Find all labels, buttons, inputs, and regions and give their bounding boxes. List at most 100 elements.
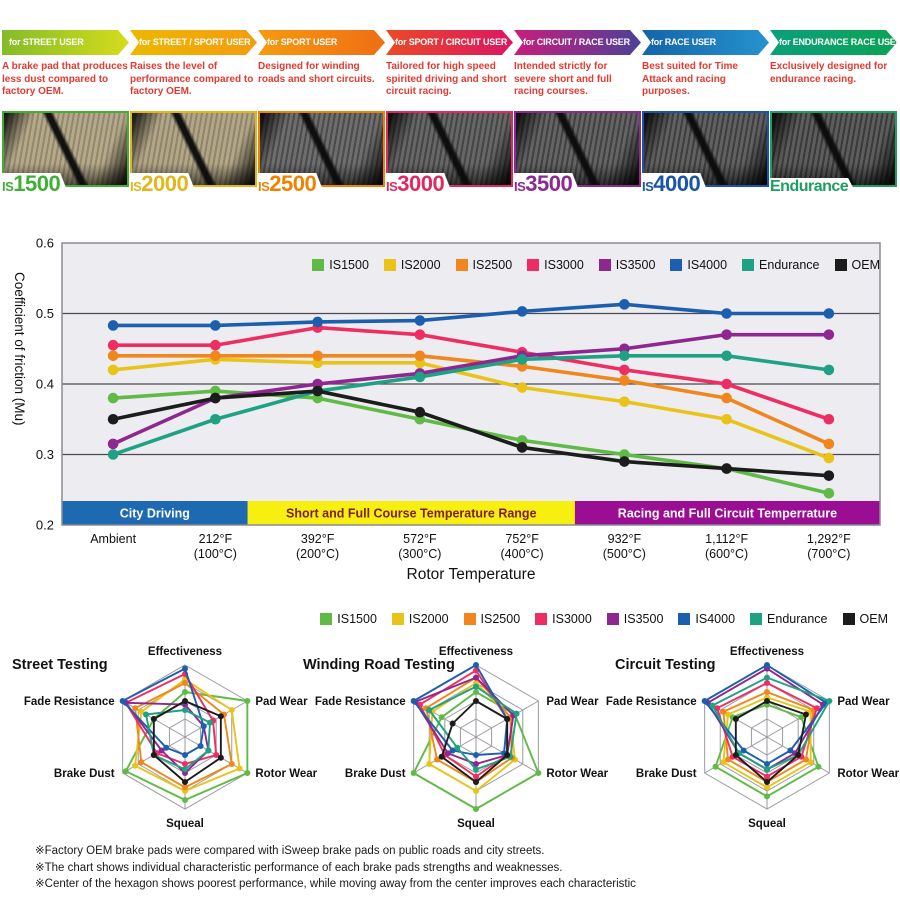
- user-type-arrow: for ENDURANCE RACE USER: [770, 30, 897, 55]
- user-type-label: for STREET / SPORT USER: [139, 37, 251, 47]
- legend-label: IS4000: [687, 258, 728, 272]
- x-axis-ticks: Ambient 212°F (100°C) 392°F (200°C) 572°F (300…: [90, 532, 851, 561]
- data-point-IS3000: [619, 364, 630, 376]
- y-tick-label: 0.2: [36, 518, 54, 533]
- data-point-IS3000: [721, 378, 732, 390]
- data-point-IS2500: [823, 438, 835, 450]
- radar-axis-label: Fade Resistance: [606, 696, 697, 708]
- legend-label: IS2000: [408, 612, 449, 626]
- y-tick-label: 0.5: [36, 306, 54, 321]
- data-point-IS3000: [414, 329, 426, 340]
- series-IS3000: [107, 322, 835, 425]
- legend-label: Endurance: [759, 258, 820, 272]
- band-label: City Driving: [120, 507, 190, 521]
- footnote-line: ※The chart shows individual characterist…: [35, 861, 563, 874]
- user-type-arrow: for CIRCUIT / RACE USER: [514, 30, 641, 55]
- radar-chart-circuit: Effectiveness Pad Wear Rotor Wear Squeal Bra…: [606, 646, 900, 830]
- legend-label: OEM: [859, 612, 888, 626]
- legend-label: IS4000: [695, 612, 736, 626]
- legend-item-IS1500: IS1500: [320, 612, 377, 626]
- friction-chart-legend: IS1500 IS2000 IS2500 IS3000 IS3500 IS4000 Endu…: [312, 258, 880, 272]
- friction-chart: Coefficient of friction (Mu) City Drivin…: [0, 232, 900, 592]
- plot-border: [61, 242, 881, 526]
- user-type-label: for RACE USER: [651, 37, 716, 47]
- product-name-chip: IS4000: [642, 173, 709, 196]
- legend-item-IS4000: IS4000: [678, 612, 735, 626]
- user-type-label: for ENDURANCE RACE USER: [779, 37, 897, 47]
- product-name: Endurance: [770, 178, 848, 195]
- legend-swatch-IS3000: [527, 259, 540, 271]
- legend-item-IS2000: IS2000: [391, 612, 449, 626]
- product-column-endurance: for ENDURANCE RACE USER Exclusively desi…: [770, 30, 897, 187]
- legend-item-IS2000: IS2000: [383, 258, 441, 272]
- data-point-IS4000: [823, 308, 835, 319]
- radar-series-IS2000: [426, 680, 518, 794]
- product-name: IS2000: [130, 178, 188, 195]
- product-name: IS3000: [386, 178, 444, 195]
- radar-axis-label: Rotor Wear: [546, 768, 608, 780]
- user-type-label: for STREET USER: [9, 37, 84, 47]
- band-label: Short and Full Course Temperature Range: [286, 507, 537, 521]
- user-type-arrow: for STREET USER: [2, 30, 129, 55]
- data-point-IS2000: [721, 413, 732, 425]
- radar-axis-label: Pad Wear: [255, 696, 308, 708]
- product-name-chip: IS3500: [514, 173, 581, 196]
- product-name-number: 4000: [653, 171, 701, 196]
- product-name-number: 2000: [141, 171, 189, 196]
- user-type-arrow: for RACE USER: [642, 30, 769, 55]
- legend-label: IS2500: [480, 612, 521, 626]
- brake-pad-photo: IS3500: [514, 111, 641, 187]
- radar-axis-label: Brake Dust: [636, 768, 697, 780]
- x-tick-label: 1,112°F (600°C): [705, 532, 748, 561]
- legend-swatch-Endurance: [750, 613, 763, 625]
- data-point-IS4000: [414, 315, 426, 326]
- radar-axis-label: Squeal: [457, 818, 495, 830]
- product-column-is2000: for STREET / SPORT USER Raises the level…: [130, 30, 257, 187]
- data-point-Endurance: [823, 364, 835, 376]
- band-city-driving: [62, 501, 248, 525]
- footnotes: ※Factory OEM brake pads were compared wi…: [35, 843, 636, 893]
- user-type-label: for CIRCUIT / RACE USER: [523, 37, 630, 47]
- legend-item-IS2500: IS2500: [455, 258, 512, 272]
- band-label: Racing and Full Circuit Temperrature: [618, 507, 837, 521]
- brake-pad-photo: IS4000: [642, 111, 769, 187]
- product-column-is2500: for SPORT USER Designed for winding road…: [258, 30, 385, 187]
- brake-pad-photo: IS2500: [258, 111, 385, 187]
- product-description: Designed for winding roads and short cir…: [258, 61, 375, 85]
- product-name-prefix: IS: [642, 179, 654, 194]
- data-point-Endurance: [721, 350, 732, 362]
- radar-axis-label: Fade Resistance: [24, 696, 115, 708]
- data-point-IS4000: [721, 308, 732, 319]
- data-point-Endurance: [107, 449, 119, 460]
- legend-swatch-IS4000: [678, 613, 691, 625]
- legend-swatch-IS3000: [535, 613, 548, 625]
- brake-pad-photo: IS3000: [386, 111, 513, 187]
- radar-axis-label: Squeal: [748, 818, 786, 830]
- radar-axis-labels: Effectiveness Pad Wear Rotor Wear Squeal Bra…: [24, 646, 318, 830]
- product-name-chip: Endurance: [770, 178, 857, 196]
- legend-swatch-IS3500: [606, 613, 619, 625]
- legend-label: IS3000: [544, 258, 584, 272]
- x-tick-label: 932°F (500°C): [603, 532, 646, 561]
- product-name-number: 3000: [397, 171, 445, 196]
- data-point-OEM: [107, 413, 119, 425]
- radar-axis-labels: Effectiveness Pad Wear Rotor Wear Squeal Bra…: [315, 646, 609, 830]
- data-point-OEM: [312, 385, 323, 397]
- x-tick-label: 212°F (100°C): [194, 532, 237, 561]
- radar-axis-label: Fade Resistance: [315, 696, 406, 708]
- legend-label: IS1500: [337, 612, 377, 626]
- legend-label: Endurance: [767, 612, 828, 626]
- data-point-Endurance: [619, 350, 630, 362]
- data-point-OEM: [721, 463, 732, 474]
- data-point-IS2500: [312, 350, 323, 362]
- x-tick-label: 752°F (400°C): [501, 532, 544, 561]
- y-tick-label: 0.6: [36, 236, 54, 251]
- radar-series-Endurance: [426, 683, 520, 773]
- legend-item-IS4000: IS4000: [670, 258, 727, 272]
- data-point-IS3000: [823, 413, 835, 425]
- legend-swatch-OEM: [834, 259, 847, 271]
- radar-title-street: Street Testing: [12, 657, 108, 673]
- radar-series-OEM: [732, 698, 809, 785]
- legend-swatch-IS4000: [670, 259, 683, 271]
